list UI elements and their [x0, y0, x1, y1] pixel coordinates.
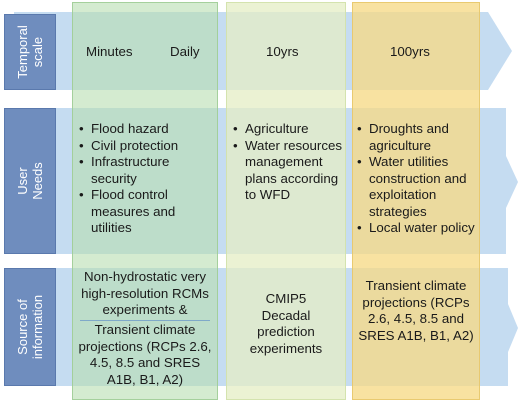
list-item: Local water policy [356, 220, 482, 237]
row-header-source: Source of information [4, 268, 56, 386]
list-item: Water utilities construction and exploit… [356, 154, 482, 220]
source-century-transient: Transient climate projections (RCPs 2.6,… [358, 278, 474, 343]
list-item: Water resources management plans accordi… [232, 138, 344, 204]
user-needs-arrowhead [506, 156, 518, 208]
source-short-rcm: Non-hydrostatic very high-resolution RCM… [81, 269, 209, 317]
source-arrowhead [508, 304, 518, 352]
source-divider [80, 320, 210, 321]
source-decadal-cmip5: CMIP5 Decadal prediction experiments [249, 291, 323, 356]
list-item: Civil protection [78, 138, 214, 155]
needs-decadal-list: Agriculture Water resources management p… [232, 121, 344, 204]
row-header-user-needs: User Needs [4, 108, 56, 254]
row-header-temporal-label: Temporal scale [15, 25, 45, 79]
temporal-minutes: Minutes [86, 44, 133, 59]
temporal-daily: Daily [170, 44, 200, 59]
list-item: Droughts and agriculture [356, 121, 482, 154]
row-header-source-label: Source of information [15, 294, 45, 360]
source-short-transient: Transient climate projections (RCPs 2.6,… [78, 322, 212, 387]
row-header-temporal-scale: Temporal scale [4, 14, 56, 90]
temporal-10yrs: 10yrs [266, 44, 299, 59]
list-item: Flood control measures and utilities [78, 187, 214, 237]
list-item: Infrastructure security [78, 154, 214, 187]
list-item: Agriculture [232, 121, 344, 138]
needs-century-list: Droughts and agriculture Water utilities… [356, 121, 482, 237]
row-header-user-label: User Needs [15, 162, 45, 200]
needs-short-term-list: Flood hazard Civil protection Infrastruc… [78, 121, 214, 237]
list-item: Flood hazard [78, 121, 214, 138]
temporal-arrowhead [488, 12, 512, 90]
temporal-100yrs: 100yrs [390, 44, 430, 59]
